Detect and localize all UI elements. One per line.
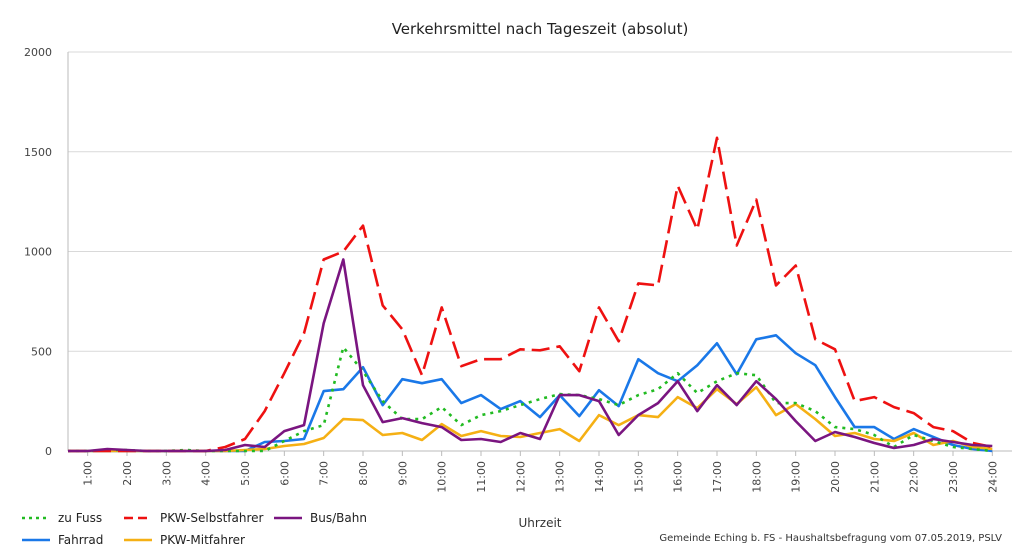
x-tick-label: 3:00 [160, 461, 173, 486]
x-tick-label: 24:00 [986, 461, 999, 493]
legend-label: PKW-Mitfahrer [160, 533, 245, 547]
x-tick-label: 10:00 [436, 461, 449, 493]
x-tick-label: 22:00 [908, 461, 921, 493]
x-tick-label: 15:00 [632, 461, 645, 493]
x-tick-label: 17:00 [711, 461, 724, 493]
legend-label: PKW-Selbstfahrer [160, 511, 264, 525]
x-tick-label: 19:00 [790, 461, 803, 493]
x-tick-label: 6:00 [278, 461, 291, 486]
legend: zu Fuss PKW-Selbstfahrer Bus/Bahn Fahrrad PK… [22, 511, 367, 547]
x-tick-label: 18:00 [750, 461, 763, 493]
legend-label: Bus/Bahn [310, 511, 367, 525]
x-tick-label: 8:00 [357, 461, 370, 486]
x-axis-ticks: 1:00 2:00 3:00 4:00 5:00 6:00 7:00 8:00 9:00 10:0… [82, 451, 999, 493]
x-tick-label: 4:00 [200, 461, 213, 486]
x-tick-label: 7:00 [318, 461, 331, 486]
y-tick-label: 0 [45, 445, 52, 458]
x-tick-label: 16:00 [672, 461, 685, 493]
series-lines [68, 136, 993, 453]
chart-title: Verkehrsmittel nach Tageszeit (absolut) [392, 20, 689, 38]
x-axis-title: Uhrzeit [518, 516, 561, 530]
y-tick-label: 1500 [24, 146, 52, 159]
x-tick-label: 23:00 [947, 461, 960, 493]
x-tick-label: 11:00 [475, 461, 488, 493]
x-tick-label: 13:00 [554, 461, 567, 493]
x-tick-label: 5:00 [239, 461, 252, 486]
series-line-bus-bahn [68, 258, 993, 453]
x-tick-label: 20:00 [829, 461, 842, 493]
x-tick-label: 21:00 [868, 461, 881, 493]
source-note: Gemeinde Eching b. FS - Haushaltsbefragu… [659, 533, 1002, 544]
x-tick-label: 12:00 [514, 461, 527, 493]
y-axis-ticks: 0 500 1000 1500 2000 [24, 46, 52, 458]
legend-label: zu Fuss [58, 511, 102, 525]
series-line-pkw-selbstfahrer [68, 136, 993, 453]
y-tick-label: 2000 [24, 46, 52, 59]
x-tick-label: 14:00 [593, 461, 606, 493]
legend-label: Fahrrad [58, 533, 103, 547]
x-tick-label: 9:00 [396, 461, 409, 486]
x-tick-label: 1:00 [82, 461, 95, 486]
gridlines [68, 51, 1012, 352]
y-tick-label: 1000 [24, 246, 52, 259]
y-tick-label: 500 [31, 345, 52, 358]
x-tick-label: 2:00 [121, 461, 134, 486]
